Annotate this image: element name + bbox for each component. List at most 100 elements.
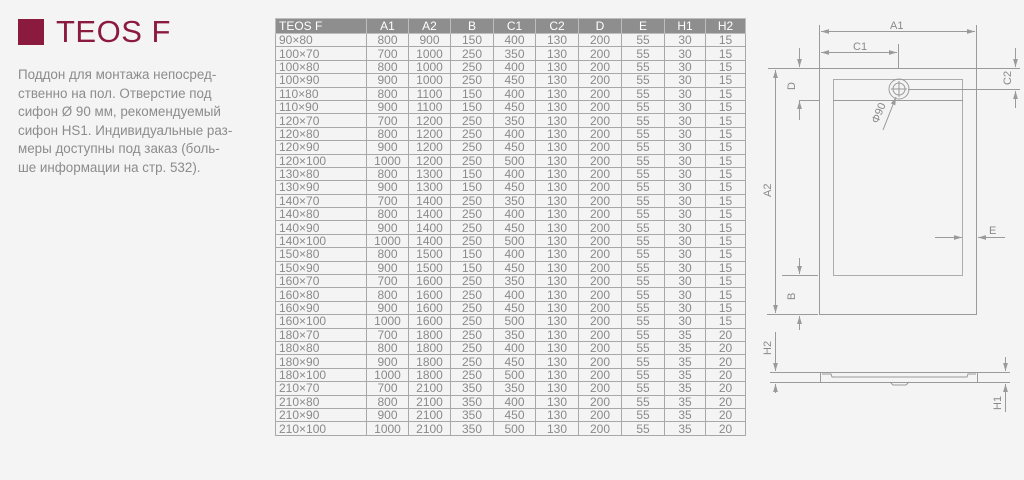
- drain-leader: [882, 96, 897, 131]
- dimension-cell: 450: [493, 220, 536, 235]
- dimension-cell: 55: [621, 140, 665, 155]
- dimension-cell: 800: [366, 59, 409, 75]
- column-header: H2: [705, 18, 746, 34]
- model-size-cell: 130×80: [275, 166, 367, 182]
- table-row: 210×100 1000 2100 350 500 130 200 55 35 20: [275, 421, 746, 436]
- dimension-cell: 400: [493, 207, 536, 222]
- dimension-cell: 200: [578, 193, 622, 209]
- description-line: меры доступны под заказ (боль-: [18, 141, 220, 157]
- model-size-cell: 110×90: [275, 99, 367, 115]
- dimension-cell: 250: [450, 153, 494, 168]
- description-line: сифон Ø 90 мм, рекомендуемый: [18, 104, 221, 120]
- dimension-cell: 250: [450, 367, 494, 383]
- table-row: 180×80 800 1800 250 400 130 200 55 35 20: [275, 340, 746, 356]
- dimension-cell: 1800: [408, 354, 451, 369]
- dimension-cell: 450: [493, 300, 536, 316]
- dimension-cell: 200: [578, 287, 622, 302]
- dimension-cell: 130: [535, 381, 579, 396]
- dimension-cell: 400: [493, 126, 536, 142]
- table-row: 150×80 800 1500 150 400 130 200 55 30 15: [275, 247, 746, 262]
- dimension-cell: 130: [535, 327, 579, 342]
- product-name: TEOS F: [56, 14, 171, 49]
- model-size-cell: 110×80: [275, 86, 367, 101]
- dimension-cell: 700: [366, 113, 409, 128]
- dimensions-table: TEOS F A1 A2 B C1 C2 D E H1 H2 90×80 800 900 150 400 1…: [275, 18, 746, 436]
- dimension-cell: 30: [664, 113, 706, 128]
- table-row: 100×80 800 1000 250 400 130 200 55 30 15: [275, 59, 746, 75]
- dimension-cell: 130: [535, 394, 579, 409]
- dimension-cell: 500: [493, 421, 536, 436]
- dimension-cell: 15: [705, 32, 746, 48]
- h2-label: H2: [762, 341, 774, 355]
- dimension-cell: 400: [493, 287, 536, 302]
- table-row: 140×90 900 1400 250 450 130 200 55 30 15: [275, 220, 746, 235]
- description-line: ше информации на стр. 532).: [18, 159, 201, 175]
- table-row: 120×70 700 1200 250 350 130 200 55 30 15: [275, 113, 746, 128]
- column-header: B: [450, 18, 494, 34]
- dimension-cell: 1200: [408, 113, 451, 128]
- dimension-cell: 450: [493, 99, 536, 115]
- dimension-cell: 55: [621, 113, 665, 128]
- h1-label: H1: [992, 396, 1004, 410]
- dimension-cell: 130: [535, 86, 579, 101]
- dimension-cell: 1000: [408, 73, 451, 88]
- dimension-cell: 700: [366, 193, 409, 209]
- column-header: D: [578, 18, 622, 34]
- dimension-cell: 250: [450, 73, 494, 88]
- dimension-cell: 1800: [408, 327, 451, 342]
- dimension-cell: 900: [366, 99, 409, 115]
- dimension-cell: 55: [621, 99, 665, 115]
- dimension-cell: 1000: [366, 367, 409, 383]
- dimension-cell: 1100: [408, 99, 451, 115]
- dimension-cell: 900: [366, 220, 409, 235]
- dimension-cell: 250: [450, 300, 494, 316]
- dimension-cell: 130: [535, 73, 579, 88]
- table-row: 210×80 800 2100 350 400 130 200 55 35 20: [275, 394, 746, 409]
- d-label: D: [786, 82, 798, 90]
- table-row: 120×90 900 1200 250 450 130 200 55 30 15: [275, 140, 746, 155]
- dimension-cell: 30: [664, 207, 706, 222]
- a2-label: A2: [762, 184, 774, 197]
- dimension-cell: 55: [621, 46, 665, 61]
- model-size-cell: 100×90: [275, 73, 367, 88]
- model-size-cell: 90×80: [275, 32, 367, 48]
- tray-side-profile: [820, 372, 978, 386]
- dimension-cell: 130: [535, 113, 579, 128]
- dimension-cell: 15: [705, 260, 746, 276]
- tray-inner-outline: [833, 79, 963, 276]
- dimension-cell: 1000: [408, 59, 451, 75]
- dimension-cell: 450: [493, 73, 536, 88]
- model-size-cell: 210×90: [275, 407, 367, 423]
- dimension-cell: 400: [493, 340, 536, 356]
- dimension-cell: 130: [535, 340, 579, 356]
- dimension-cell: 400: [493, 86, 536, 101]
- description-line: ственно на пол. Отверстие под: [18, 85, 212, 101]
- dimension-cell: 200: [578, 274, 622, 289]
- dimension-cell: 55: [621, 73, 665, 88]
- table-row: 100×90 900 1000 250 450 130 200 55 30 15: [275, 73, 746, 88]
- model-size-cell: 210×100: [275, 421, 367, 436]
- dimension-cell: 400: [493, 247, 536, 262]
- dimension-cell: 1300: [408, 166, 451, 182]
- dimension-cell: 900: [366, 180, 409, 195]
- dimension-cell: 700: [366, 46, 409, 61]
- dimension-cell: 200: [578, 394, 622, 409]
- table-row: 140×100 1000 1400 250 500 130 200 55 30 15: [275, 233, 746, 249]
- dimension-cell: 130: [535, 193, 579, 209]
- dimension-cell: 200: [578, 407, 622, 423]
- description-line: Поддон для монтажа непосред-: [18, 67, 217, 82]
- dimension-cell: 30: [664, 86, 706, 101]
- a1-label: A1: [890, 20, 903, 32]
- dimension-cell: 35: [664, 340, 706, 356]
- model-size-cell: 120×70: [275, 113, 367, 128]
- dimension-cell: 15: [705, 113, 746, 128]
- dimension-cell: 30: [664, 126, 706, 142]
- table-row: 160×70 700 1600 250 350 130 200 55 30 15: [275, 274, 746, 289]
- tray-outer-outline: [819, 68, 977, 315]
- dimension-cell: 15: [705, 247, 746, 262]
- e-label: E: [989, 225, 996, 237]
- dimension-cell: 350: [493, 113, 536, 128]
- dimension-cell: 400: [493, 59, 536, 75]
- dimension-cell: 900: [408, 32, 451, 48]
